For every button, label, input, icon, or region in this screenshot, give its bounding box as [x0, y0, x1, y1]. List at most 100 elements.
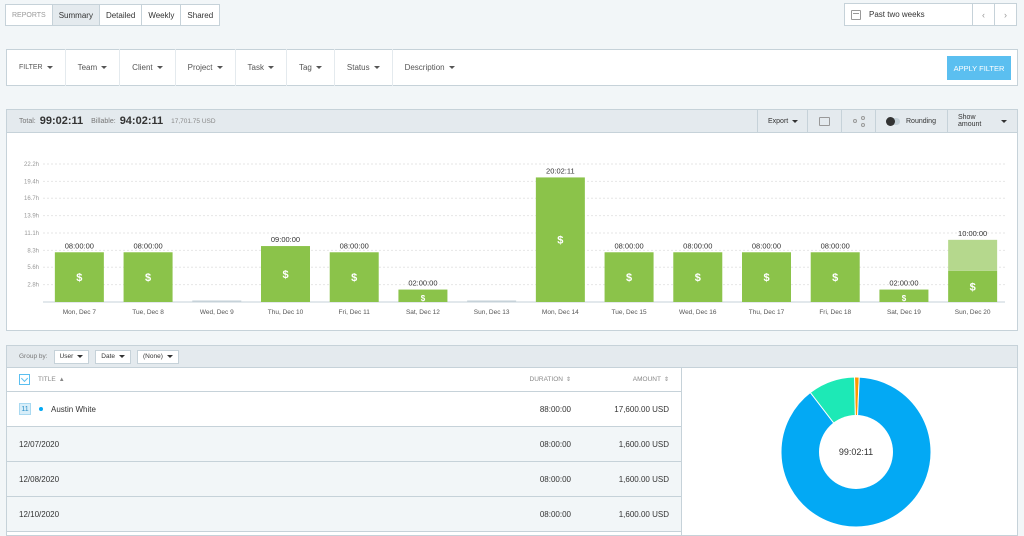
bar-billable: [123, 252, 173, 302]
y-tick-label: 5.6h: [27, 265, 39, 271]
user-duration: 88:00:00: [539, 404, 571, 414]
x-tick-label: Tue, Dec 15: [611, 309, 647, 316]
bar-value-label: 08:00:00: [614, 241, 643, 250]
bar-billable: [398, 289, 448, 302]
filter-tag[interactable]: Tag: [287, 49, 335, 86]
filter-description[interactable]: Description: [393, 49, 467, 86]
tab-shared[interactable]: Shared: [180, 4, 221, 26]
bar-billable: [948, 270, 998, 302]
filter-client[interactable]: Client: [120, 49, 176, 86]
apply-filter-button[interactable]: APPLY FILTER: [947, 56, 1011, 80]
pie-chart-area: 99:02:11: [681, 368, 1018, 536]
filter-team[interactable]: Team: [66, 49, 121, 86]
amount-column-header[interactable]: AMOUNT ⇕: [633, 376, 669, 383]
bar-billable: [54, 252, 104, 302]
y-tick-label: 8.3h: [27, 248, 39, 254]
y-tick-label: 13.9h: [24, 214, 39, 220]
group-by-label: Group by:: [19, 353, 48, 360]
bar-value-label: 08:00:00: [752, 241, 781, 250]
billable-icon: $: [351, 272, 357, 284]
next-range-button[interactable]: ›: [994, 3, 1017, 26]
tab-summary[interactable]: Summary: [51, 4, 100, 26]
total-label: Total:: [19, 117, 36, 125]
y-tick-label: 22.2h: [24, 162, 39, 168]
filter-status-label: Status: [346, 63, 370, 72]
total-value: 99:02:11: [39, 115, 84, 127]
share-icon: [852, 116, 865, 127]
bar-billable: [810, 252, 860, 302]
row-duration: 08:00:00: [539, 439, 571, 449]
summary-group-panel: Group by: User Date (None) TITLE ▲ DURATI…: [6, 345, 1018, 536]
share-button[interactable]: [841, 110, 875, 132]
bar-chart: 22.2h 19.4h 16.7h 13.9h 11.1h 8.3h 5.6h 2.8h $08…: [24, 162, 1005, 316]
chevron-down-icon: [1001, 119, 1007, 123]
tab-detailed[interactable]: Detailed: [98, 4, 143, 26]
chart-toolbar: Export Rounding Show amount: [757, 110, 1017, 132]
chevron-down-icon: [216, 66, 223, 69]
group-select-none[interactable]: (None): [137, 349, 179, 364]
table-row-user[interactable]: 11 Austin White 88:00:00 17,600.00 USD: [7, 392, 681, 427]
row-amount: 1,600.00 USD: [618, 509, 669, 519]
chevron-down-icon: [119, 355, 126, 358]
filter-label: FILTER: [19, 64, 43, 71]
bar-empty: [467, 300, 517, 302]
billable-icon: $: [626, 272, 632, 284]
group-select-date[interactable]: Date: [95, 349, 132, 364]
duration-column-header[interactable]: DURATION ⇕: [530, 376, 572, 383]
bar-value-label: 08:00:00: [821, 241, 850, 250]
y-tick-label: 19.4h: [24, 179, 39, 185]
chevron-down-icon: [77, 355, 84, 358]
filter-status[interactable]: Status: [335, 49, 393, 86]
billable-icon: $: [282, 269, 288, 281]
date-range-picker: Past two weeks ‹ ›: [844, 3, 1018, 26]
export-button[interactable]: Export: [757, 110, 807, 132]
title-column-header[interactable]: TITLE ▲: [19, 374, 65, 385]
filter-project[interactable]: Project: [176, 49, 236, 86]
prev-range-button[interactable]: ‹: [972, 3, 995, 26]
filter-task-label: Task: [247, 63, 264, 72]
bar-value-label: 08:00:00: [133, 241, 162, 250]
table-header: TITLE ▲ DURATION ⇕ AMOUNT ⇕: [7, 368, 681, 392]
expand-all-icon[interactable]: [19, 374, 30, 385]
donut-chart: 99:02:11: [780, 376, 932, 528]
filter-task[interactable]: Task: [236, 49, 287, 86]
rounding-toggle[interactable]: Rounding: [875, 110, 947, 132]
print-icon: [819, 116, 830, 126]
show-amount-dropdown[interactable]: Show amount: [947, 110, 1017, 132]
bar-billable: [742, 252, 791, 302]
toggle-switch: [886, 116, 900, 126]
calendar-icon: [851, 9, 861, 20]
billable-icon: $: [76, 272, 82, 284]
bar-value-label: 09:00:00: [271, 235, 300, 244]
bar-value-label: 08:00:00: [65, 241, 94, 250]
sort-icon: ▲: [58, 376, 65, 383]
x-tick-label: Tue, Dec 8: [132, 309, 164, 316]
billable-icon: $: [763, 272, 769, 284]
totals-bar: Total: 99:02:11 Billable: 94:02:11 17,70…: [7, 110, 1017, 133]
user-title-cell: 11 Austin White: [19, 403, 96, 415]
billable-icon: $: [902, 294, 907, 303]
group-select-user-label: User: [59, 353, 74, 360]
tab-weekly[interactable]: Weekly: [141, 4, 182, 26]
bar-billable: [261, 246, 310, 302]
group-select-none-label: (None): [143, 353, 163, 360]
bar-value-label: 08:00:00: [340, 241, 369, 250]
print-button[interactable]: [807, 110, 841, 132]
billable-icon: $: [832, 272, 838, 284]
group-select-date-label: Date: [101, 353, 116, 360]
row-date: 12/08/2020: [19, 474, 60, 484]
report-tabs: REPORTS Summary Detailed Weekly Shared: [5, 4, 221, 26]
x-tick-label: Mon, Dec 14: [542, 309, 579, 316]
group-select-user[interactable]: User: [53, 349, 90, 364]
x-tick-label: Wed, Dec 9: [200, 309, 234, 316]
table-row: 12/08/2020 08:00:00 1,600.00 USD: [7, 462, 681, 497]
y-tick-label: 11.1h: [24, 231, 39, 237]
filter-project-label: Project: [187, 63, 213, 72]
filter-dropdown[interactable]: FILTER: [7, 49, 66, 86]
user-amount: 17,600.00 USD: [614, 404, 669, 414]
bar-value-label: 20:02:11: [546, 166, 575, 175]
date-range-input[interactable]: Past two weeks: [844, 3, 973, 26]
rounding-label: Rounding: [906, 117, 936, 125]
entry-count-badge[interactable]: 11: [19, 403, 31, 415]
billable-icon: $: [145, 272, 151, 284]
